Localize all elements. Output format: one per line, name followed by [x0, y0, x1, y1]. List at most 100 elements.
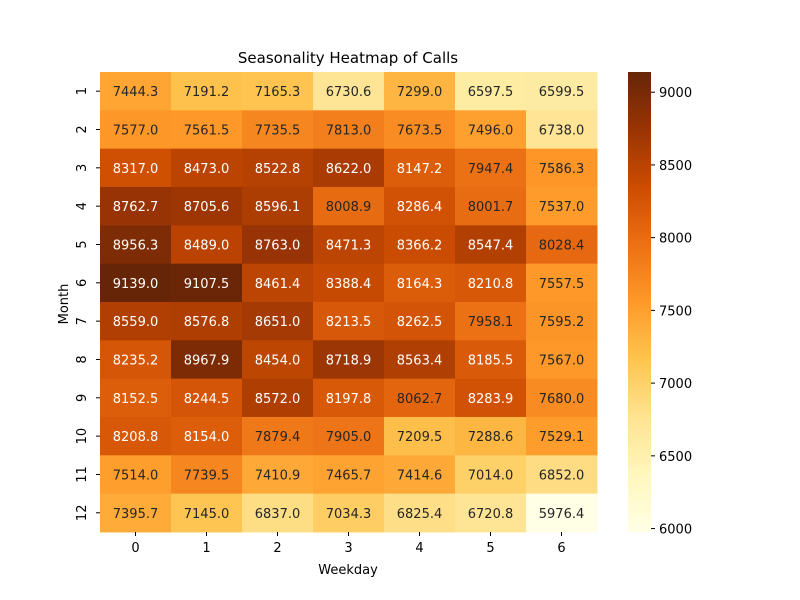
colorbar-tick-label: 7500	[659, 304, 692, 319]
cell-value-label: 7680.0	[539, 392, 585, 407]
x-tick-label: 1	[202, 541, 210, 556]
cell-value-label: 8152.5	[113, 392, 159, 407]
heatmap-cell	[171, 378, 243, 418]
heatmap-cell	[100, 493, 172, 533]
cell-value-label: 7577.0	[113, 123, 159, 138]
heatmap-cell	[171, 225, 243, 265]
heatmap-cell	[171, 455, 243, 495]
heatmap-cell	[526, 225, 598, 265]
cell-value-label: 6720.8	[468, 507, 514, 522]
cell-value-label: 7191.2	[184, 85, 230, 100]
cell-value-label: 8154.0	[184, 430, 230, 445]
heatmap-cell	[242, 110, 314, 150]
cell-value-label: 6738.0	[539, 123, 585, 138]
cell-value-label: 7586.3	[539, 162, 585, 177]
cell-value-label: 8967.9	[184, 353, 230, 368]
cell-value-label: 8235.2	[113, 353, 159, 368]
colorbar-tick-label: 8000	[659, 232, 692, 247]
heatmap-cell	[171, 301, 243, 341]
cell-value-label: 7288.6	[468, 430, 514, 445]
cell-value-label: 8147.2	[397, 162, 443, 177]
cell-value-label: 5976.4	[539, 507, 585, 522]
cell-value-label: 9139.0	[113, 277, 159, 292]
cell-value-label: 8185.5	[468, 353, 514, 368]
heatmap-cell	[384, 416, 456, 456]
heatmap-cell	[313, 225, 385, 265]
heatmap-cell	[100, 416, 172, 456]
cell-value-label: 7735.5	[255, 123, 301, 138]
cell-value-label: 9107.5	[184, 277, 230, 292]
heatmap-cell-labels: 7444.3 7191.2 7165.3 6730.6 7299.0 6597.5 6599…	[113, 85, 585, 522]
cell-value-label: 6852.0	[539, 468, 585, 483]
cell-value-label: 7034.3	[326, 507, 372, 522]
colorbar-tick-label: 7000	[659, 377, 692, 392]
heatmap-cell	[100, 340, 172, 380]
heatmap-cell	[455, 263, 527, 303]
heatmap-cell	[242, 301, 314, 341]
cell-value-label: 7529.1	[539, 430, 585, 445]
heatmap-cell	[526, 340, 598, 380]
heatmap-cell	[384, 455, 456, 495]
cell-value-label: 7395.7	[113, 507, 159, 522]
cell-value-label: 8622.0	[326, 162, 372, 177]
cell-value-label: 8763.0	[255, 238, 301, 253]
heatmap-cell	[100, 225, 172, 265]
y-tick-label: 5	[75, 240, 90, 248]
colorbar-tick-label: 6500	[659, 450, 692, 465]
heatmap-cell	[455, 148, 527, 188]
cell-value-label: 7557.5	[539, 277, 585, 292]
heatmap-cell	[171, 263, 243, 303]
cell-value-label: 8262.5	[397, 315, 443, 330]
y-tick-label: 8	[75, 355, 90, 363]
cell-value-label: 7414.6	[397, 468, 443, 483]
cell-value-label: 8762.7	[113, 200, 159, 215]
cell-value-label: 8244.5	[184, 392, 230, 407]
heatmap-cell	[313, 186, 385, 226]
heatmap-cell	[100, 455, 172, 495]
heatmap-cell	[242, 378, 314, 418]
cell-value-label: 8208.8	[113, 430, 159, 445]
heatmap-cell	[384, 72, 456, 111]
heatmap-cell	[526, 148, 598, 188]
cell-value-label: 7879.4	[255, 430, 301, 445]
x-tick-label: 0	[131, 541, 139, 556]
heatmap-cell	[526, 416, 598, 456]
cell-value-label: 7209.5	[397, 430, 443, 445]
heatmap-cell	[242, 340, 314, 380]
colorbar	[628, 72, 651, 532]
heatmap-cell	[526, 186, 598, 226]
colorbar-tick-label: 6000	[659, 523, 692, 538]
cell-value-label: 8563.4	[397, 353, 443, 368]
y-tick-label: 7	[75, 317, 90, 325]
cell-value-label: 7947.4	[468, 162, 514, 177]
y-tick-label: 3	[75, 164, 90, 172]
heatmap-cell	[100, 186, 172, 226]
heatmap-cell	[313, 263, 385, 303]
heatmap-cell	[384, 263, 456, 303]
heatmap-cell	[242, 148, 314, 188]
cell-value-label: 6597.5	[468, 85, 514, 100]
heatmap-cell	[455, 186, 527, 226]
cell-value-label: 7145.0	[184, 507, 230, 522]
chart-title: Seasonality Heatmap of Calls	[238, 49, 458, 67]
heatmap-cell	[455, 72, 527, 111]
cell-value-label: 7905.0	[326, 430, 372, 445]
heatmap-cell	[455, 493, 527, 533]
cell-value-label: 6599.5	[539, 85, 585, 100]
cell-value-label: 8718.9	[326, 353, 372, 368]
heatmap-cell	[526, 301, 598, 341]
heatmap-cell	[384, 493, 456, 533]
heatmap-cell	[171, 340, 243, 380]
heatmap-cell	[526, 72, 598, 111]
cell-value-label: 8028.4	[539, 238, 585, 253]
heatmap-cell	[313, 72, 385, 111]
heatmap-cell	[384, 340, 456, 380]
y-tick-label: 11	[75, 466, 90, 483]
y-tick-label: 9	[75, 394, 90, 402]
colorbar-tick-label: 9000	[659, 86, 692, 101]
cell-value-label: 8283.9	[468, 392, 514, 407]
heatmap-cell	[455, 416, 527, 456]
heatmap-cell	[171, 148, 243, 188]
cell-value-label: 7537.0	[539, 200, 585, 215]
